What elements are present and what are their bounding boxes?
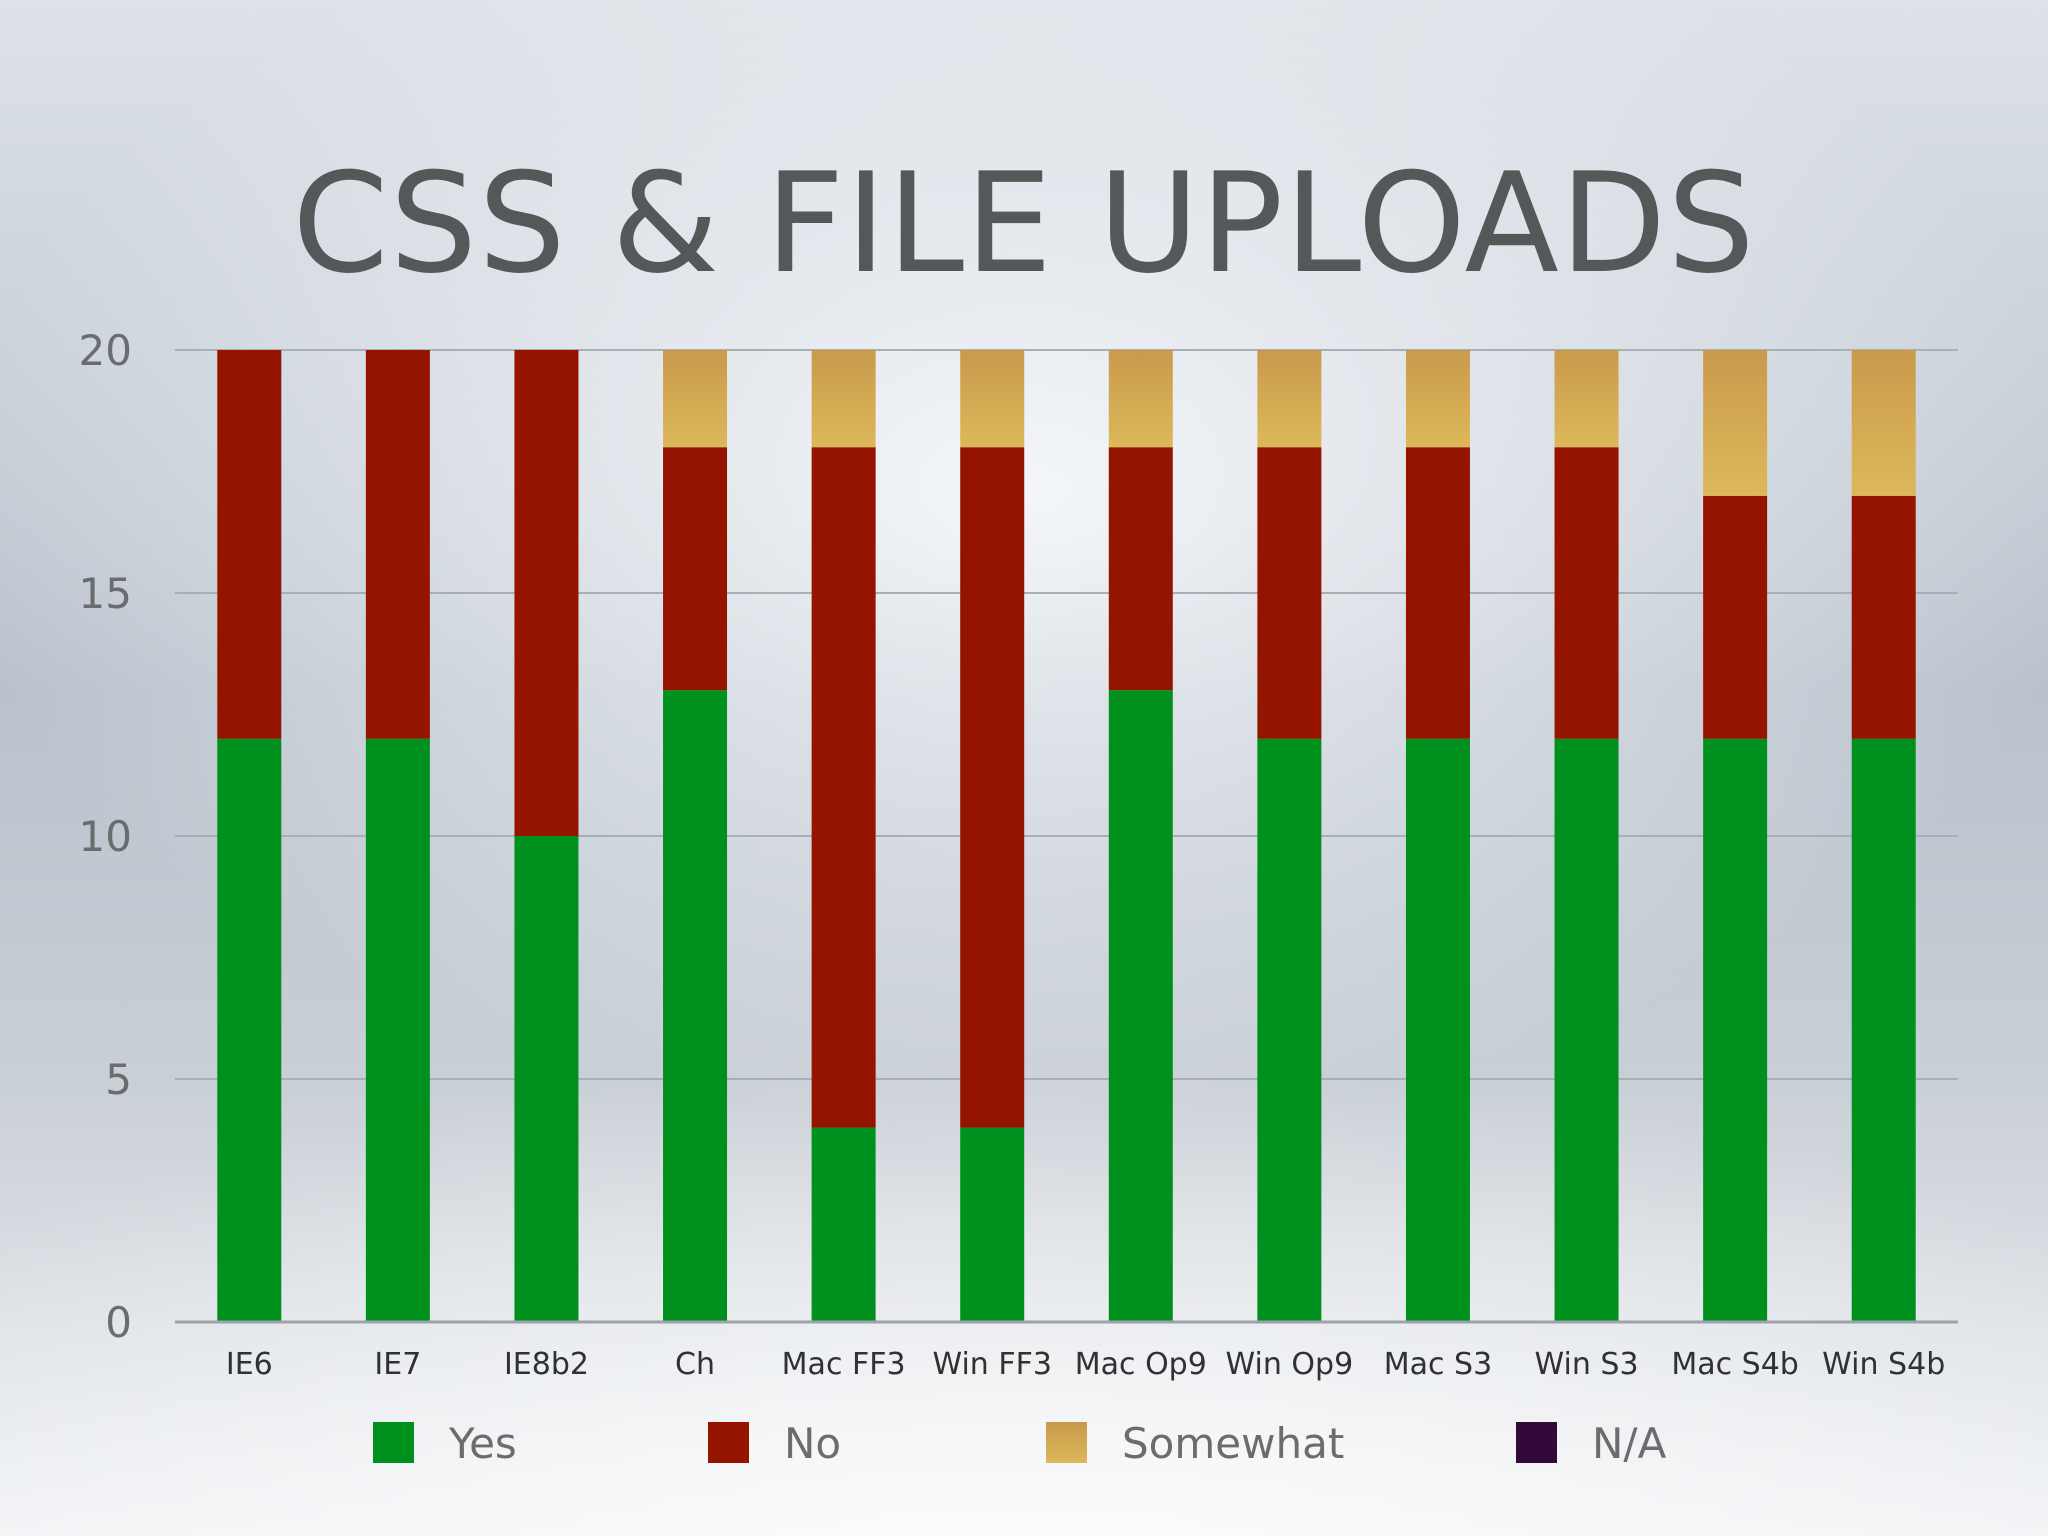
bar-somewhat-11 [1851,350,1916,496]
legend-swatch-yes [373,1422,414,1463]
y-tick-label: 15 [79,569,132,618]
bar-no-8 [1405,447,1470,739]
category-label: IE8b2 [504,1347,589,1382]
bar-yes-5 [960,1127,1025,1322]
category-label: Win Op9 [1226,1347,1354,1382]
bar-yes-11 [1851,738,1916,1322]
bars [217,350,1916,1322]
bar-no-7 [1257,447,1322,739]
y-tick-label: 10 [79,812,132,861]
bar-no-9 [1554,447,1619,739]
legend-swatch-n-a [1516,1422,1557,1463]
category-label: IE7 [374,1347,421,1382]
bar-somewhat-10 [1703,350,1768,496]
bar-no-11 [1851,495,1916,739]
category-label: Mac S3 [1384,1347,1492,1382]
bar-yes-6 [1108,690,1173,1322]
category-label: Win S3 [1535,1347,1639,1382]
category-label: Mac FF3 [782,1347,906,1382]
bar-somewhat-5 [960,350,1025,448]
bar-no-6 [1108,447,1173,691]
legend: Yes No Somewhat N/A [373,1419,1667,1468]
bar-yes-9 [1554,738,1619,1322]
bar-yes-0 [217,738,282,1322]
bar-somewhat-3 [663,350,728,448]
legend-label-yes: Yes [448,1419,517,1468]
y-axis-ticks: 0 5 10 15 20 [79,326,132,1347]
bar-yes-1 [365,738,430,1322]
legend-swatch-somewhat [1046,1422,1087,1463]
category-label: Ch [675,1347,715,1382]
category-label: Mac S4b [1671,1347,1798,1382]
bar-no-5 [960,447,1025,1128]
bar-yes-2 [514,836,579,1322]
bar-yes-7 [1257,738,1322,1322]
bar-yes-10 [1703,738,1768,1322]
gridlines [175,349,1958,1080]
legend-label-n-a: N/A [1592,1419,1667,1468]
bar-somewhat-6 [1108,350,1173,448]
bar-no-10 [1703,495,1768,739]
bar-yes-8 [1405,738,1470,1322]
bar-somewhat-9 [1554,350,1619,448]
category-label: IE6 [226,1347,273,1382]
bar-somewhat-8 [1405,350,1470,448]
bar-no-3 [663,447,728,691]
legend-label-no: No [784,1419,841,1468]
bar-no-1 [365,350,430,739]
legend-label-somewhat: Somewhat [1122,1419,1344,1468]
bar-yes-4 [811,1127,876,1322]
bar-somewhat-7 [1257,350,1322,448]
x-axis: IE6 IE7 IE8b2 Ch Mac FF3 Win FF3 Mac Op9 Win Op… [175,1320,1958,1382]
bar-yes-3 [663,690,728,1322]
y-tick-label: 5 [105,1055,132,1104]
bar-no-0 [217,350,282,739]
legend-swatch-no [708,1422,749,1463]
y-tick-label: 20 [79,326,132,375]
bar-no-2 [514,350,579,836]
category-label: Win S4b [1822,1347,1945,1382]
bar-somewhat-4 [811,350,876,448]
y-tick-label: 0 [105,1298,132,1347]
category-label: Mac Op9 [1075,1347,1207,1382]
category-label: Win FF3 [932,1347,1052,1382]
bar-no-4 [811,447,876,1128]
slide-title: CSS & FILE UPLOADS [292,143,1756,304]
